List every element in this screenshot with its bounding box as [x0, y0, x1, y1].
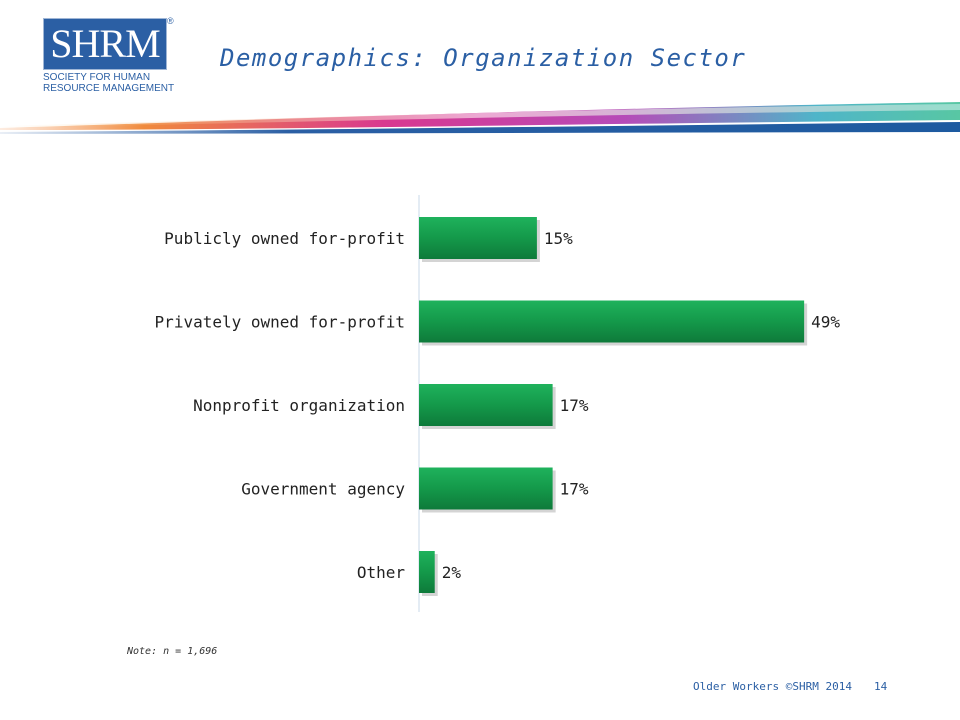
bar-government-agency	[419, 467, 553, 510]
bar-other	[419, 551, 435, 593]
bar-nonprofit-organization	[419, 384, 553, 426]
category-label: Publicly owned for-profit	[164, 229, 405, 248]
bar-privately-owned-for-profit	[419, 300, 805, 343]
footer-text: Older Workers ©SHRM 2014	[693, 680, 852, 693]
logo-box: SHRM	[43, 18, 167, 70]
category-label: Nonprofit organization	[193, 396, 405, 415]
category-label: Privately owned for-profit	[155, 313, 405, 332]
page-title: Demographics: Organization Sector	[220, 44, 747, 72]
category-label: Other	[357, 563, 406, 582]
header-swoosh-banner	[0, 102, 960, 134]
page-number: 14	[873, 680, 888, 693]
data-label: 49%	[811, 313, 840, 332]
category-label: Government agency	[241, 480, 405, 499]
logo-registered-mark: ®	[167, 16, 174, 26]
bar-publicly-owned-for-profit	[419, 217, 537, 259]
data-label: 15%	[544, 229, 573, 248]
data-label: 2%	[442, 563, 462, 582]
footer: Older Workers ©SHRM 2014 14	[693, 680, 887, 693]
sample-size-note: Note: n = 1,696	[127, 646, 218, 657]
shrm-logo: SHRM ® SOCIETY FOR HUMAN RESOURCE MANAGE…	[43, 16, 174, 98]
data-label: 17%	[560, 480, 589, 499]
data-label: 17%	[560, 396, 589, 415]
sector-bar-chart: Publicly owned for-profit 15% Privately ow…	[155, 195, 840, 612]
logo-mark: SHRM	[50, 21, 160, 66]
logo-tagline: SOCIETY FOR HUMAN RESOURCE MANAGEMENT	[43, 72, 175, 94]
